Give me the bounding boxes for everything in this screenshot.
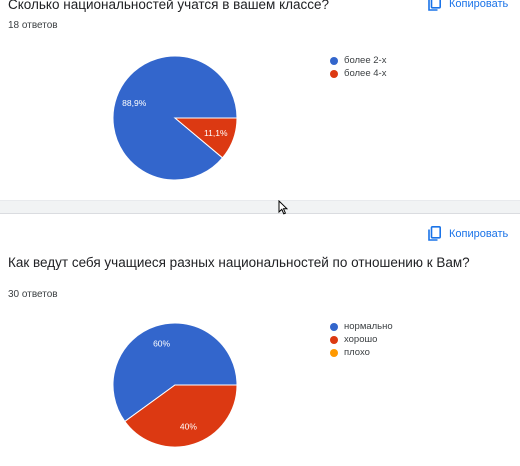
copy-label: Копировать: [449, 227, 509, 240]
copy-button[interactable]: Копировать: [428, 226, 508, 241]
chart-legend: более 2-х более 4-х: [330, 54, 386, 80]
legend-label: более 2-х: [344, 55, 387, 66]
pie-chart: 88,9% 11,1%: [112, 55, 238, 181]
legend-item: плохо: [330, 346, 393, 359]
legend-swatch: [330, 69, 338, 78]
question-title: Сколько национальностей учатся в вашем к…: [8, 0, 330, 12]
legend-label: плохо: [344, 347, 370, 358]
legend-item: нормально: [330, 320, 393, 333]
question-card-1: Сколько национальностей учатся в вашем к…: [0, 0, 520, 200]
copy-icon: [428, 0, 441, 11]
response-count: 18 ответов: [8, 20, 58, 31]
legend-label: нормально: [344, 321, 393, 332]
legend-label: хорошо: [344, 334, 378, 345]
copy-button[interactable]: Копировать: [428, 0, 508, 11]
question-title: Как ведут себя учащиеся разных националь…: [8, 255, 470, 270]
legend-swatch: [330, 335, 338, 344]
slice-label: 11,1%: [204, 128, 228, 138]
slice-label: 60%: [153, 339, 170, 349]
copy-label: Копировать: [449, 0, 509, 10]
legend-swatch: [330, 348, 338, 357]
legend-item: более 4-х: [330, 67, 386, 80]
slice-label: 40%: [180, 421, 197, 431]
legend-item: хорошо: [330, 333, 393, 346]
section-divider: [0, 200, 520, 214]
legend-swatch: [330, 56, 338, 65]
response-count: 30 ответов: [8, 289, 58, 300]
slice-label: 88,9%: [122, 98, 147, 108]
mouse-cursor-icon: [278, 200, 288, 215]
chart-legend: нормально хорошо плохо: [330, 320, 393, 359]
question-card-2: Копировать Как ведут себя учащиеся разны…: [0, 214, 520, 466]
pie-slice: [112, 322, 238, 423]
legend-swatch: [330, 322, 338, 331]
copy-icon: [428, 226, 441, 241]
legend-item: более 2-х: [330, 54, 386, 67]
pie-chart: 60% 40%: [112, 322, 238, 448]
pie-slice: [173, 117, 238, 159]
legend-label: более 4-х: [344, 68, 387, 79]
pie-slice: [124, 384, 238, 448]
